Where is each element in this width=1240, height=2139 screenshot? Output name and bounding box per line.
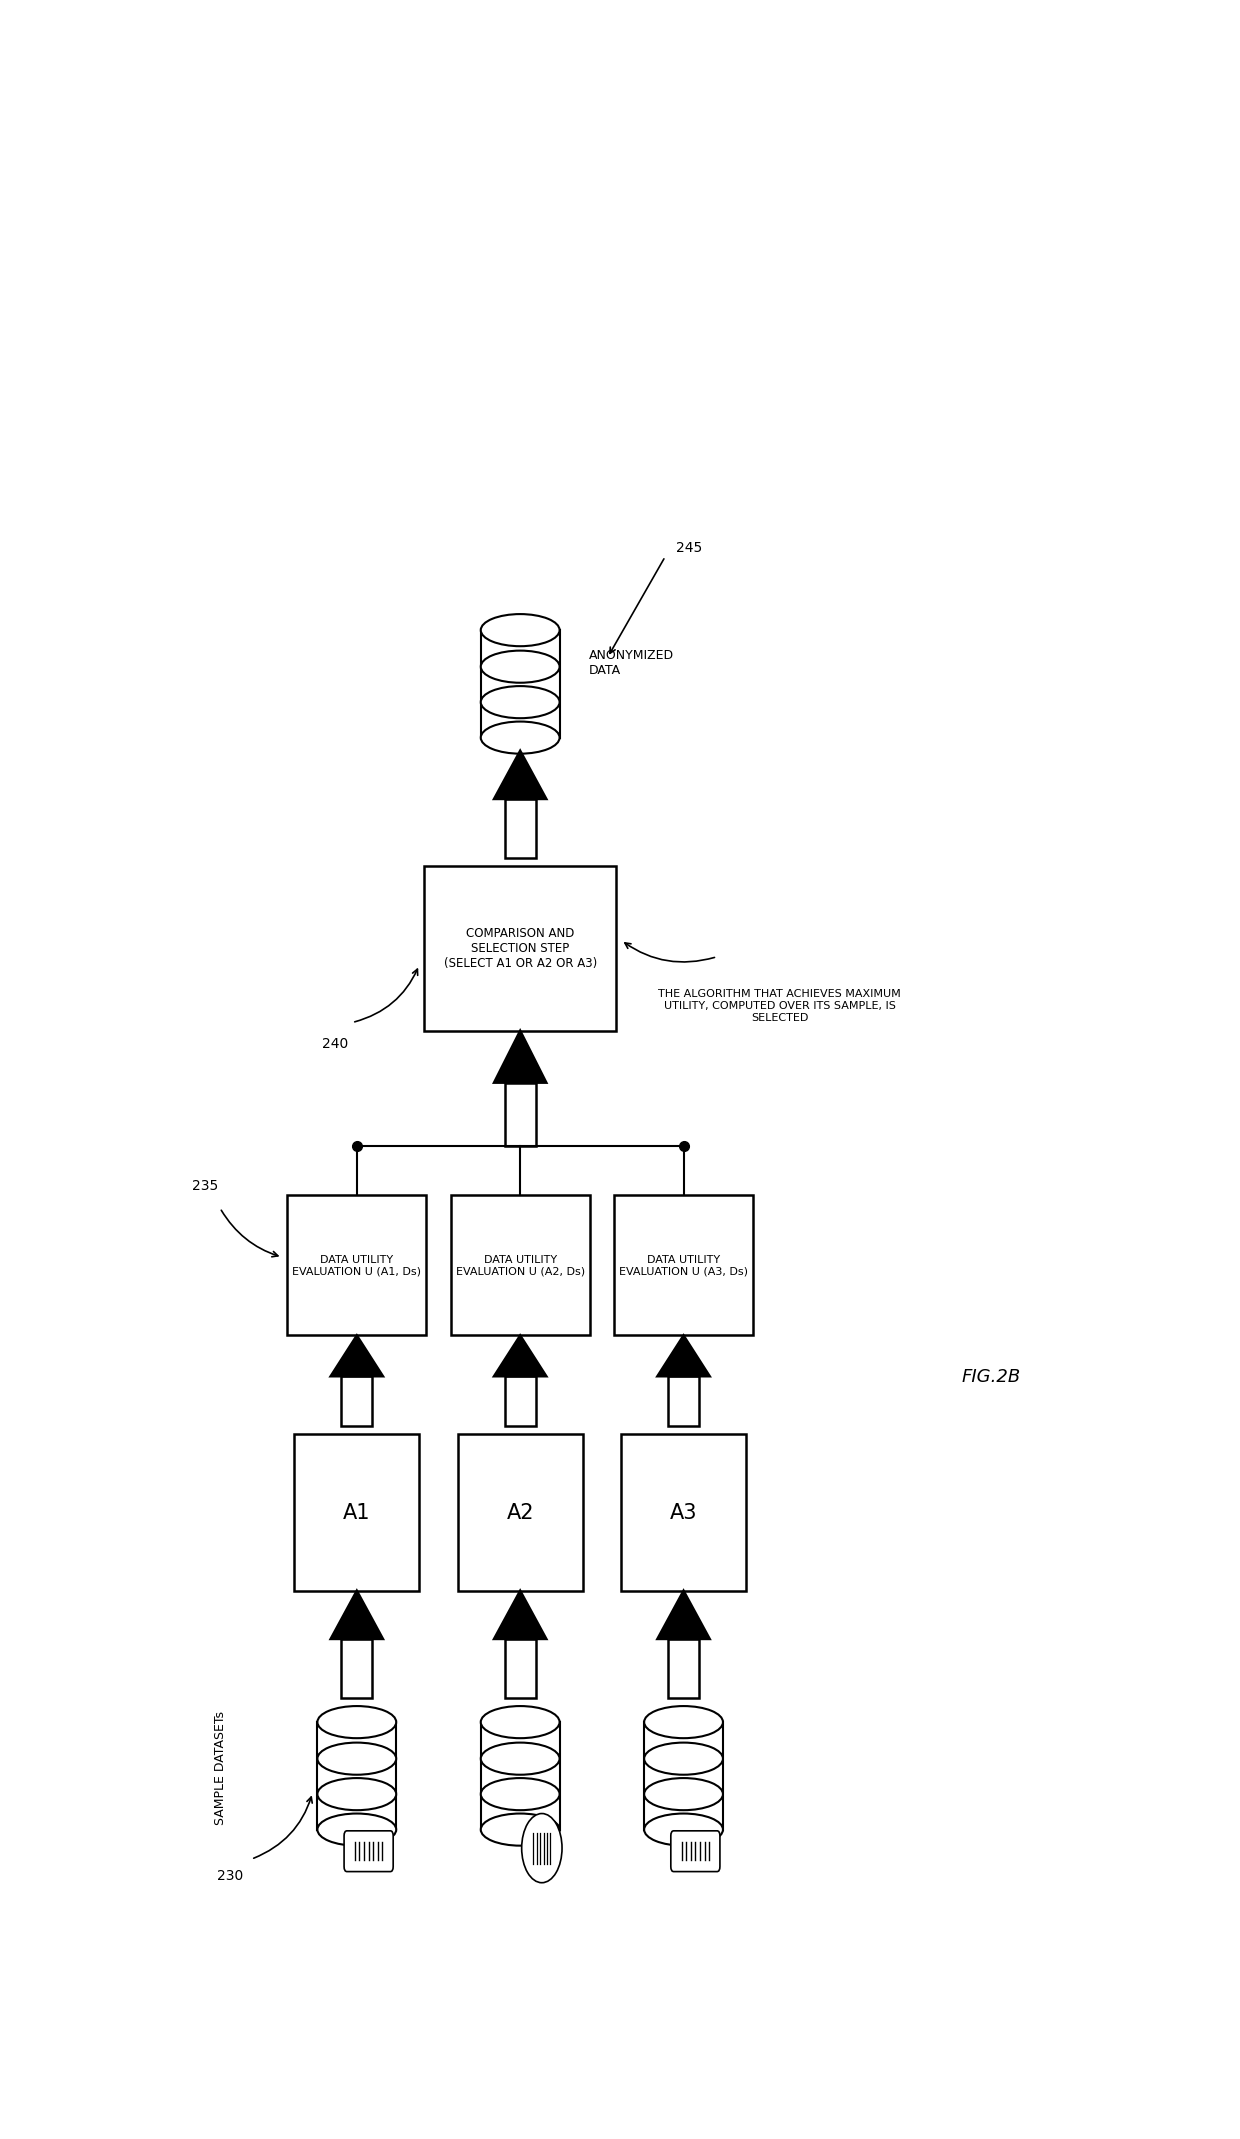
Ellipse shape [481,721,559,753]
Text: ANONYMIZED
DATA: ANONYMIZED DATA [589,650,673,678]
Text: 235: 235 [192,1179,218,1194]
Polygon shape [657,1591,709,1638]
Ellipse shape [644,1743,723,1775]
Text: DATA UTILITY
EVALUATION U (A1, Ds): DATA UTILITY EVALUATION U (A1, Ds) [293,1256,422,1277]
Text: SAMPLE DATASETs: SAMPLE DATASETs [213,1711,227,1825]
Ellipse shape [481,1778,559,1810]
Ellipse shape [317,1814,397,1846]
Text: COMPARISON AND
SELECTION STEP
(SELECT A1 OR A2 OR A3): COMPARISON AND SELECTION STEP (SELECT A1… [444,926,596,969]
Text: A1: A1 [343,1502,371,1523]
FancyBboxPatch shape [671,1831,720,1872]
FancyBboxPatch shape [288,1196,427,1335]
Polygon shape [668,1638,699,1698]
FancyBboxPatch shape [294,1435,419,1591]
Text: DATA UTILITY
EVALUATION U (A3, Ds): DATA UTILITY EVALUATION U (A3, Ds) [619,1256,748,1277]
Polygon shape [644,1722,723,1829]
Ellipse shape [481,687,559,719]
FancyBboxPatch shape [343,1831,393,1872]
Polygon shape [317,1722,397,1829]
FancyBboxPatch shape [614,1196,753,1335]
Polygon shape [505,1638,536,1698]
Polygon shape [481,1722,559,1829]
Polygon shape [668,1375,699,1427]
Ellipse shape [644,1707,723,1739]
Ellipse shape [644,1814,723,1846]
Text: A3: A3 [670,1502,697,1523]
Text: 245: 245 [676,541,702,556]
Ellipse shape [481,614,559,646]
Polygon shape [505,800,536,858]
Text: FIG.2B: FIG.2B [961,1367,1021,1386]
Ellipse shape [481,1707,559,1739]
FancyBboxPatch shape [450,1196,590,1335]
Polygon shape [481,631,559,738]
Polygon shape [494,1031,547,1082]
Polygon shape [505,1082,536,1147]
Text: DATA UTILITY
EVALUATION U (A2, Ds): DATA UTILITY EVALUATION U (A2, Ds) [455,1256,585,1277]
Polygon shape [657,1335,709,1375]
Text: A2: A2 [506,1502,534,1523]
Polygon shape [505,1375,536,1427]
Ellipse shape [481,650,559,682]
Polygon shape [494,751,547,800]
Polygon shape [494,1335,547,1375]
Circle shape [522,1814,562,1882]
Ellipse shape [644,1778,723,1810]
FancyBboxPatch shape [424,866,616,1031]
Polygon shape [494,1591,547,1638]
FancyBboxPatch shape [621,1435,746,1591]
Polygon shape [341,1638,372,1698]
Ellipse shape [317,1707,397,1739]
FancyBboxPatch shape [458,1435,583,1591]
Ellipse shape [481,1743,559,1775]
Ellipse shape [317,1778,397,1810]
Polygon shape [341,1375,372,1427]
Ellipse shape [317,1743,397,1775]
Text: 240: 240 [321,1037,348,1050]
Ellipse shape [481,1814,559,1846]
Polygon shape [331,1335,383,1375]
Text: 230: 230 [217,1869,243,1882]
Text: THE ALGORITHM THAT ACHIEVES MAXIMUM
UTILITY, COMPUTED OVER ITS SAMPLE, IS
SELECT: THE ALGORITHM THAT ACHIEVES MAXIMUM UTIL… [658,990,901,1022]
Polygon shape [331,1591,383,1638]
